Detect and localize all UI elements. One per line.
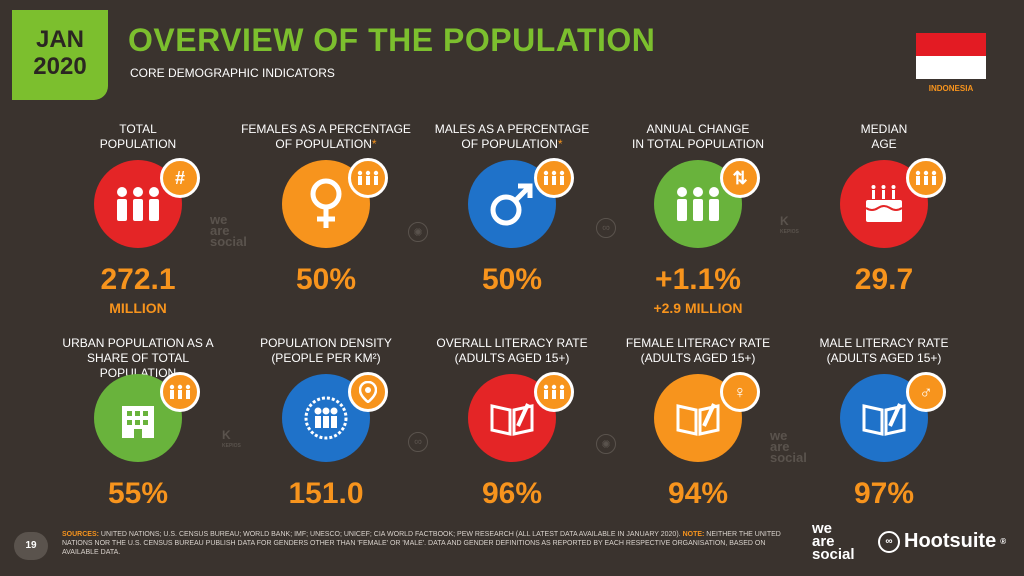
card-label-line1: MALES AS A PERCENTAGE bbox=[434, 122, 590, 136]
card-label-line2: (ADULTS AGED 15+) bbox=[454, 351, 570, 365]
male-symbol-icon bbox=[468, 160, 556, 248]
people-badge-icon bbox=[534, 158, 574, 198]
stat-value: 50% bbox=[295, 263, 357, 296]
stat-value: 94% bbox=[667, 477, 729, 510]
stat-value: 151.0 bbox=[288, 477, 364, 510]
people-icon bbox=[94, 160, 182, 248]
card-label-line2: (ADULTS AGED 15+) bbox=[826, 351, 942, 365]
card-label-line1: FEMALE LITERACY RATE bbox=[625, 336, 771, 350]
people-badge-icon bbox=[348, 158, 388, 198]
card-label-line1: POPULATION DENSITY bbox=[260, 336, 392, 350]
card-label-line2: AGE bbox=[871, 137, 897, 151]
card-females: FEMALES AS A PERCENTAGE OF POPULATION* 50… bbox=[236, 122, 416, 296]
male-symbol-icon: ♂ bbox=[906, 372, 946, 412]
date-year: 2020 bbox=[33, 53, 87, 80]
book-pen-icon bbox=[840, 374, 928, 462]
kepios-watermark-icon: K KEPIOS bbox=[222, 428, 241, 449]
owl-watermark-icon: ∞ bbox=[408, 432, 428, 452]
indonesia-flag-icon bbox=[916, 33, 986, 79]
owl-watermark-icon: ∞ bbox=[596, 218, 616, 238]
sources-note: SOURCES: UNITED NATIONS; U.S. CENSUS BUR… bbox=[62, 531, 781, 556]
we-are-social-logo: we are social bbox=[812, 520, 855, 563]
owl-icon: ∞ bbox=[878, 530, 900, 553]
female-symbol-icon bbox=[282, 160, 370, 248]
stat-value: 50% bbox=[481, 263, 543, 296]
card-label-line2: OF POPULATION bbox=[461, 137, 558, 151]
card-label-line2: (PEOPLE PER KM²) bbox=[271, 351, 381, 365]
hash-icon: # bbox=[160, 158, 200, 198]
female-symbol-icon: ♀ bbox=[720, 372, 760, 412]
stat-sub: MILLION bbox=[109, 300, 167, 316]
hootsuite-logo: ∞ Hootsuite ® bbox=[878, 530, 1006, 553]
card-males: MALES AS A PERCENTAGE OF POPULATION* 50% bbox=[422, 122, 602, 296]
date-badge: JAN 2020 bbox=[12, 10, 108, 100]
card-label-line1: MEDIAN bbox=[860, 122, 908, 136]
lightbulb-watermark-icon: ✺ bbox=[596, 434, 616, 454]
book-pen-icon bbox=[654, 374, 742, 462]
page-number: 19 bbox=[14, 532, 48, 560]
card-total-population: TOTAL POPULATION # 272.1 MILLION bbox=[48, 122, 228, 316]
card-label-line2: OF POPULATION bbox=[275, 137, 372, 151]
we-are-social-watermark: we are social bbox=[770, 428, 807, 465]
we-are-social-watermark: we are social bbox=[210, 212, 247, 249]
country-label: INDONESIA bbox=[928, 84, 974, 93]
card-label-line2: IN TOTAL POPULATION bbox=[631, 137, 765, 151]
people-icon bbox=[654, 160, 742, 248]
stat-value: 29.7 bbox=[854, 263, 914, 296]
asterisk: * bbox=[557, 137, 563, 151]
card-male-literacy: MALE LITERACY RATE (ADULTS AGED 15+) ♂ 97… bbox=[794, 336, 974, 510]
people-badge-icon bbox=[160, 372, 200, 412]
book-pen-icon bbox=[468, 374, 556, 462]
card-urban-population: URBAN POPULATION AS A SHARE OF TOTAL POPU… bbox=[48, 336, 228, 510]
stat-value: 55% bbox=[107, 477, 169, 510]
location-pin-icon bbox=[348, 372, 388, 412]
card-label-line1: URBAN POPULATION AS A bbox=[62, 336, 214, 350]
card-label-line1: TOTAL bbox=[119, 122, 157, 136]
page-subtitle: CORE DEMOGRAPHIC INDICATORS bbox=[130, 66, 335, 80]
card-median-age: MEDIAN AGE 29.7 bbox=[794, 122, 974, 296]
card-female-literacy: FEMALE LITERACY RATE (ADULTS AGED 15+) ♀ … bbox=[608, 336, 788, 510]
card-label-line1: ANNUAL CHANGE bbox=[646, 122, 750, 136]
stat-value: 97% bbox=[853, 477, 915, 510]
up-down-arrows-icon: ⇅ bbox=[720, 158, 760, 198]
card-label-line1: MALE LITERACY RATE bbox=[819, 336, 949, 350]
people-badge-icon bbox=[906, 158, 946, 198]
stat-value: 272.1 bbox=[100, 263, 176, 296]
kepios-watermark-icon: K KEPIOS bbox=[780, 214, 799, 235]
page-title: OVERVIEW OF THE POPULATION bbox=[128, 22, 656, 58]
lightbulb-watermark-icon: ✺ bbox=[408, 222, 428, 242]
stat-value: +1.1% bbox=[655, 263, 741, 296]
date-month: JAN bbox=[35, 26, 84, 53]
people-badge-icon bbox=[534, 372, 574, 412]
card-annual-change: ANNUAL CHANGE IN TOTAL POPULATION ⇅ +1.1%… bbox=[608, 122, 788, 316]
city-building-icon bbox=[94, 374, 182, 462]
birthday-cake-icon bbox=[840, 160, 928, 248]
card-label-line2: POPULATION bbox=[99, 137, 177, 151]
card-label-line1: FEMALES AS A PERCENTAGE bbox=[241, 122, 411, 136]
stat-sub: +2.9 MILLION bbox=[653, 300, 743, 316]
card-population-density: POPULATION DENSITY (PEOPLE PER KM²) 151.0 bbox=[236, 336, 416, 510]
card-label-line1: OVERALL LITERACY RATE bbox=[436, 336, 588, 350]
stat-value: 96% bbox=[481, 477, 543, 510]
card-overall-literacy: OVERALL LITERACY RATE (ADULTS AGED 15+) 9… bbox=[422, 336, 602, 510]
crowd-icon bbox=[282, 374, 370, 462]
card-label-line2: (ADULTS AGED 15+) bbox=[640, 351, 756, 365]
card-label-line2: SHARE OF TOTAL POPULATION bbox=[86, 351, 190, 380]
asterisk: * bbox=[371, 137, 377, 151]
